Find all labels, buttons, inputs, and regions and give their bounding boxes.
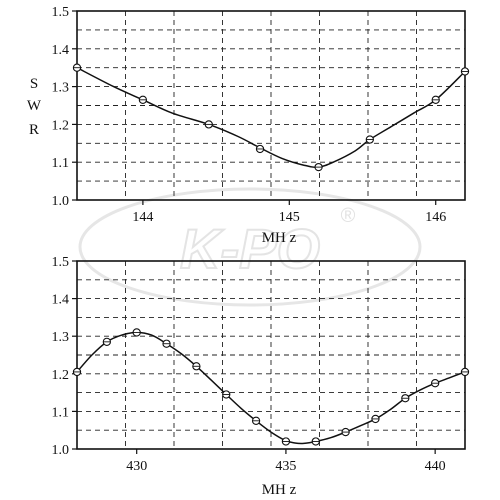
watermark-registered-mark: ® (341, 205, 356, 227)
data-point (138, 95, 148, 104)
plot-frame (76, 10, 466, 201)
y-tick-label: 1.3 (52, 81, 70, 96)
data-point (132, 328, 141, 337)
data-point (72, 63, 82, 72)
data-point (460, 367, 470, 377)
x-axis-title: MH z (262, 482, 297, 498)
y-tick-label: 1.1 (52, 405, 70, 420)
data-point (431, 379, 440, 388)
swr-curve (77, 67, 465, 168)
data-point (311, 437, 320, 446)
x-tick-label: 435 (275, 459, 296, 474)
y-tick-label: 1.2 (52, 118, 70, 133)
data-point (460, 67, 470, 76)
x-tick-label: 440 (425, 459, 446, 474)
watermark-ellipse (78, 187, 422, 307)
data-point (314, 162, 323, 172)
y-tick-label: 1.4 (52, 43, 70, 58)
y-tick-label: 1.5 (52, 5, 70, 20)
chart-vhf: 1.0 1.1 1.2 1.3 1.4 1.5 144 145 146 MH z SWR (27, 5, 470, 246)
x-tick-label: 430 (126, 459, 147, 474)
data-point (222, 390, 231, 399)
y-axis-title-letter: R (29, 122, 39, 138)
chart-uhf: 1.0 1.1 1.2 1.3 1.4 1.5 430 435 440 MH z (52, 255, 470, 498)
data-point (102, 337, 111, 346)
y-axis-title-letter: S (30, 76, 38, 92)
swr-curve (77, 331, 465, 445)
data-point (251, 416, 261, 425)
x-axis-title: MH z (262, 230, 297, 246)
data-point (365, 135, 374, 144)
data-point (371, 414, 380, 424)
data-point (401, 394, 410, 403)
x-tick-label: 146 (425, 210, 446, 225)
y-axis-title-letter: W (27, 98, 42, 114)
watermark-logo: K-PO ® (78, 187, 422, 307)
grid (77, 11, 465, 200)
plot-frame (76, 260, 466, 450)
data-point (162, 339, 171, 348)
x-tick-label: 145 (279, 210, 300, 225)
data-point (192, 362, 201, 371)
data-point (255, 144, 265, 154)
data-point (341, 427, 350, 437)
grid (77, 261, 465, 449)
y-tick-label: 1.2 (52, 368, 70, 383)
y-tick-label: 1.0 (52, 443, 70, 458)
data-point (72, 367, 82, 377)
y-axis-title: SWR (27, 76, 42, 138)
y-tick-label: 1.3 (52, 330, 70, 345)
y-tick-label: 1.5 (52, 255, 70, 270)
data-point (281, 437, 291, 446)
data-point (431, 95, 440, 104)
x-tick-label: 144 (132, 210, 153, 225)
watermark-text: K-PO (180, 217, 320, 280)
y-tick-label: 1.0 (52, 194, 70, 209)
y-tick-label: 1.1 (52, 156, 70, 171)
y-tick-label: 1.4 (52, 293, 70, 308)
data-point (204, 120, 213, 129)
